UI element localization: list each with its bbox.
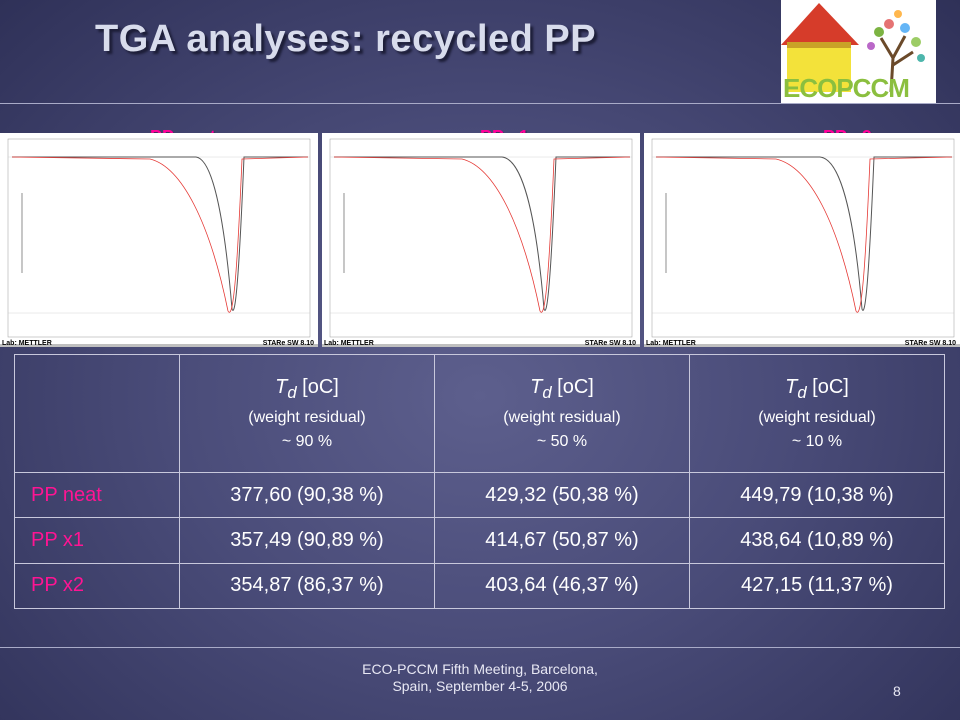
logo-text: ECOPCCM [783, 73, 909, 103]
tga-results-table: Td [oC] (weight residual) ~ 90 % Td [oC]… [14, 354, 945, 610]
table-row: PP x1 357,49 (90,89 %) 414,67 (50,87 %) … [14, 517, 945, 564]
table-header-cell: Td [oC] (weight residual) ~ 50 % [434, 354, 690, 473]
table-row: PP x2 354,87 (86,37 %) 403,64 (46,37 %) … [14, 562, 945, 610]
table-cell: 354,87 (86,37 %) [179, 562, 435, 610]
chart-software-label: STARe SW 8.10 [584, 340, 636, 347]
chart-lab-label: Lab: METTLER [2, 340, 52, 347]
table-cell: 377,60 (90,38 %) [179, 471, 435, 519]
table-row: PP neat 377,60 (90,38 %) 429,32 (50,38 %… [14, 471, 945, 519]
chart-software-label: STARe SW 8.10 [262, 340, 314, 347]
row-header: PP x1 [14, 517, 180, 564]
slide-title: TGA analyses: recycled PP [95, 18, 597, 60]
chart-lab-label: Lab: METTLER [646, 340, 696, 347]
tga-chart-pp-x1: Lab: METTLER STARe SW 8.10 [322, 133, 640, 347]
tga-chart-pp-x2: Lab: METTLER STARe SW 8.10 [644, 133, 960, 347]
table-header-row: Td [oC] (weight residual) ~ 90 % Td [oC]… [14, 354, 945, 473]
table-cell: 414,67 (50,87 %) [434, 517, 690, 564]
table-cell: 438,64 (10,89 %) [689, 517, 945, 564]
table-cell: 427,15 (11,37 %) [689, 562, 945, 610]
page-number: 8 [893, 683, 901, 699]
chart-software-label: STARe SW 8.10 [904, 340, 956, 347]
bottom-divider [0, 647, 960, 648]
table-cell: 403,64 (46,37 %) [434, 562, 690, 610]
row-header: PP x2 [14, 562, 180, 610]
top-divider [0, 103, 960, 104]
table-cell: 449,79 (10,38 %) [689, 471, 945, 519]
table-corner-cell [14, 354, 180, 473]
ecopccm-logo: ECOPCCM [781, 0, 936, 103]
slide-footer: ECO-PCCM Fifth Meeting, Barcelona, Spain… [362, 661, 598, 694]
tga-chart-pp-neat: Lab: METTLER STARe SW 8.10 [0, 133, 318, 347]
row-header: PP neat [14, 471, 180, 519]
table-cell: 357,49 (90,89 %) [179, 517, 435, 564]
chart-lab-label: Lab: METTLER [324, 340, 374, 347]
table-cell: 429,32 (50,38 %) [434, 471, 690, 519]
table-header-cell: Td [oC] (weight residual) ~ 10 % [689, 354, 945, 473]
table-header-cell: Td [oC] (weight residual) ~ 90 % [179, 354, 435, 473]
